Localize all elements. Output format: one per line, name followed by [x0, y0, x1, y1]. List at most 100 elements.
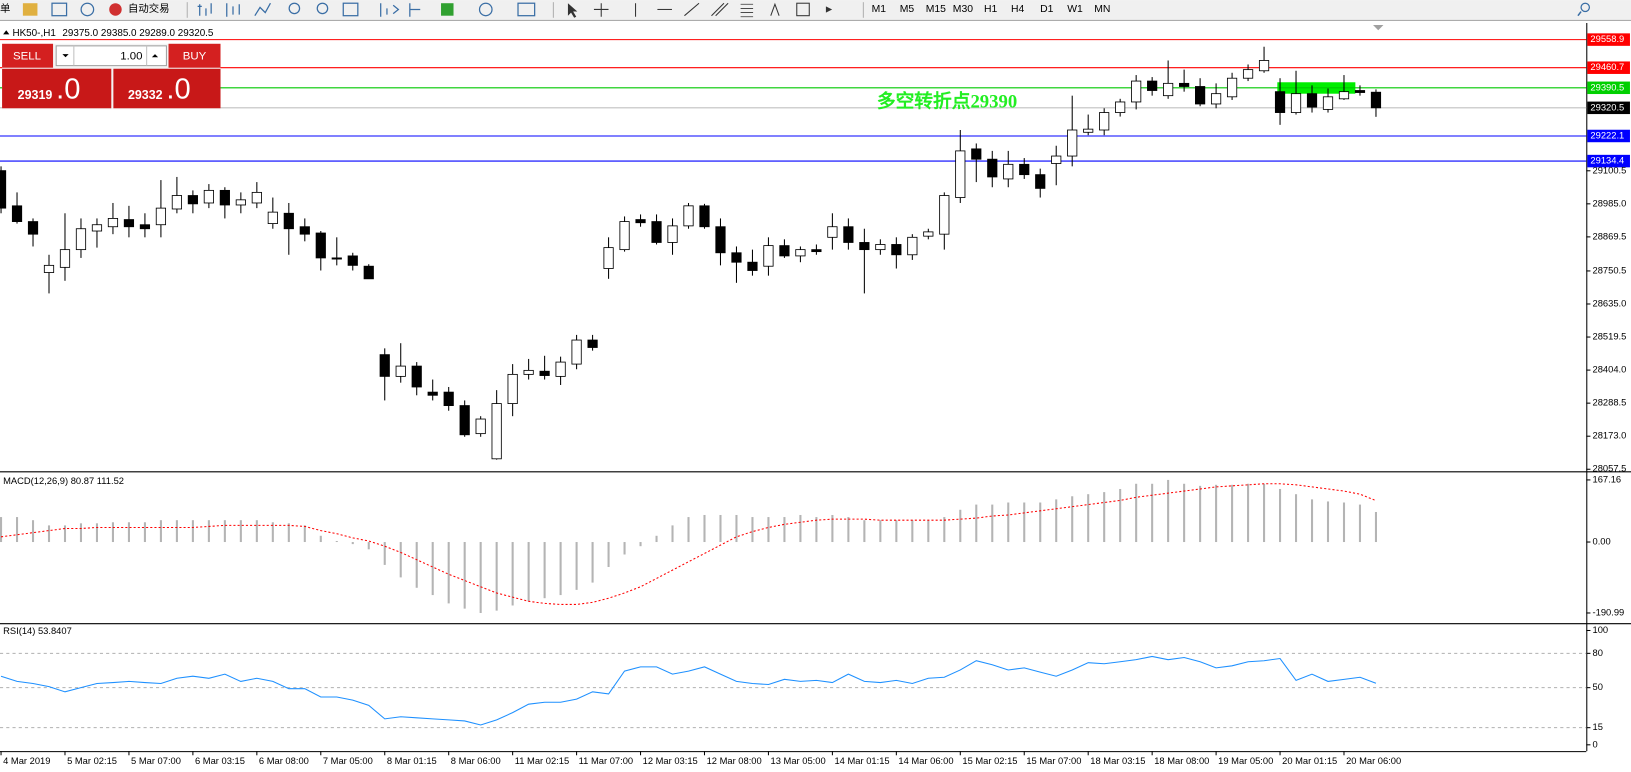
- buy-button[interactable]: [168, 43, 221, 68]
- icon[interactable]: [254, 2, 271, 17]
- x-tick-label: 15 Mar 02:15: [962, 756, 1017, 766]
- icon[interactable]: [197, 3, 212, 16]
- candle-body: [299, 226, 310, 235]
- candle-body: [1003, 163, 1014, 180]
- buy-label[interactable]: BUY: [183, 50, 207, 62]
- y-tick-label: 80: [1593, 648, 1603, 658]
- signal-line: [0, 483, 1377, 605]
- fibo-tool[interactable]: [740, 3, 754, 18]
- candle-body: [1226, 77, 1238, 98]
- channel-tool[interactable]: [711, 2, 729, 17]
- y-tick-label: 28750.5: [1593, 265, 1627, 275]
- search-icon[interactable]: [1580, 2, 1591, 13]
- x-tick-label: 15 Mar 07:00: [1026, 756, 1081, 766]
- bid-fraction[interactable]: .0: [56, 73, 80, 105]
- candle-body: [651, 221, 662, 243]
- candle-body: [619, 221, 630, 251]
- candle-body: [315, 232, 326, 259]
- trendline-tool[interactable]: [684, 2, 700, 17]
- timeframe-button[interactable]: H1: [984, 4, 998, 15]
- arrow-tool[interactable]: [825, 6, 833, 13]
- icon[interactable]: [441, 3, 454, 16]
- y-tick-label: 0: [1593, 739, 1598, 749]
- candle-body: [1354, 90, 1366, 93]
- icon[interactable]: [380, 3, 400, 17]
- ask-fraction[interactable]: .0: [166, 73, 190, 105]
- timeframe-button[interactable]: MN: [1094, 4, 1110, 15]
- rsi-line: [0, 655, 1377, 726]
- autotrade-icon[interactable]: [109, 3, 122, 16]
- plot: 28057.5 28173.0 28288.5 28404.0 28519.5 28635…: [0, 46, 1627, 766]
- cursor-tool[interactable]: [567, 3, 578, 18]
- candle-body: [1099, 112, 1110, 131]
- crosshair-tool[interactable]: [593, 3, 609, 17]
- candle-body: [11, 205, 23, 222]
- timeframe-button[interactable]: M1: [872, 4, 887, 15]
- icon[interactable]: [80, 2, 95, 17]
- candle-body: [379, 354, 390, 377]
- icon[interactable]: [409, 3, 421, 17]
- timeframe-button[interactable]: W1: [1067, 4, 1083, 15]
- icon[interactable]: [342, 2, 359, 17]
- x-tick-label: 12 Mar 08:00: [707, 756, 762, 766]
- text-tool[interactable]: [770, 2, 780, 16]
- sell-label[interactable]: SELL: [13, 50, 41, 62]
- price-level-label: 29134.4: [1590, 156, 1624, 166]
- candle-body: [251, 191, 262, 204]
- icon[interactable]: [226, 3, 240, 17]
- collapse-icon[interactable]: [3, 30, 10, 35]
- candle-body: [219, 189, 230, 206]
- candle-body: [1242, 69, 1254, 79]
- price-level-label: 29222.1: [1590, 130, 1624, 140]
- timeframe-button[interactable]: H4: [1011, 4, 1025, 15]
- search-icon[interactable]: [1577, 11, 1582, 17]
- candle-body: [43, 264, 55, 273]
- candle-body: [1306, 93, 1318, 108]
- candle-body: [27, 221, 39, 235]
- buy-price-box[interactable]: [113, 68, 221, 109]
- ohlc-values: 29375.0 29385.0 29289.0 29320.5: [62, 28, 214, 39]
- candle-body: [603, 247, 614, 269]
- timeframe-button[interactable]: M15: [926, 4, 946, 15]
- zoom-in[interactable]: [288, 2, 301, 15]
- lot-up[interactable]: [151, 54, 159, 58]
- x-tick-label: 5 Mar 07:00: [131, 756, 181, 766]
- x-tick-label: 11 Mar 02:15: [515, 756, 569, 766]
- candle-body: [203, 189, 214, 204]
- candle-body: [1195, 86, 1206, 105]
- label-tool[interactable]: [796, 2, 810, 17]
- icon[interactable]: [51, 2, 68, 17]
- y-tick-label: 29100.5: [1593, 165, 1627, 175]
- timeframe-button[interactable]: M30: [953, 4, 973, 15]
- y-tick-label: 28173.0: [1593, 431, 1627, 441]
- icon[interactable]: [22, 3, 38, 16]
- ask-price[interactable]: 29332: [128, 88, 163, 102]
- candle-body: [1035, 174, 1046, 189]
- candle-body: [1290, 93, 1302, 113]
- x-tick-label: 11 Mar 07:00: [579, 756, 633, 766]
- candle-body: [363, 265, 374, 280]
- zoom-out[interactable]: [316, 2, 329, 15]
- candle-body: [523, 369, 534, 375]
- lot-input[interactable]: [55, 45, 167, 67]
- candle-body: [443, 391, 454, 406]
- menu-item[interactable]: 单: [0, 3, 10, 15]
- bid-price[interactable]: 29319: [18, 88, 53, 102]
- candle-body: [235, 199, 246, 206]
- y-tick-label: 28869.5: [1593, 231, 1627, 241]
- lot-down[interactable]: [62, 54, 69, 58]
- autotrade-button[interactable]: 自动交易: [128, 2, 170, 15]
- lot-value[interactable]: 1.00: [120, 50, 142, 62]
- y-tick-label: 28635.0: [1593, 298, 1627, 308]
- timeframe-button[interactable]: D1: [1040, 4, 1054, 15]
- price-level-label: 29558.9: [1590, 34, 1624, 44]
- x-tick-label: 14 Mar 06:00: [898, 756, 953, 766]
- icon[interactable]: [478, 2, 493, 17]
- sell-button[interactable]: [2, 43, 54, 68]
- y-tick-label: 0.00: [1593, 536, 1611, 546]
- icon[interactable]: [517, 2, 536, 17]
- sell-price-box[interactable]: [2, 68, 112, 109]
- candle-body: [507, 373, 518, 404]
- timeframe-button[interactable]: M5: [900, 4, 915, 15]
